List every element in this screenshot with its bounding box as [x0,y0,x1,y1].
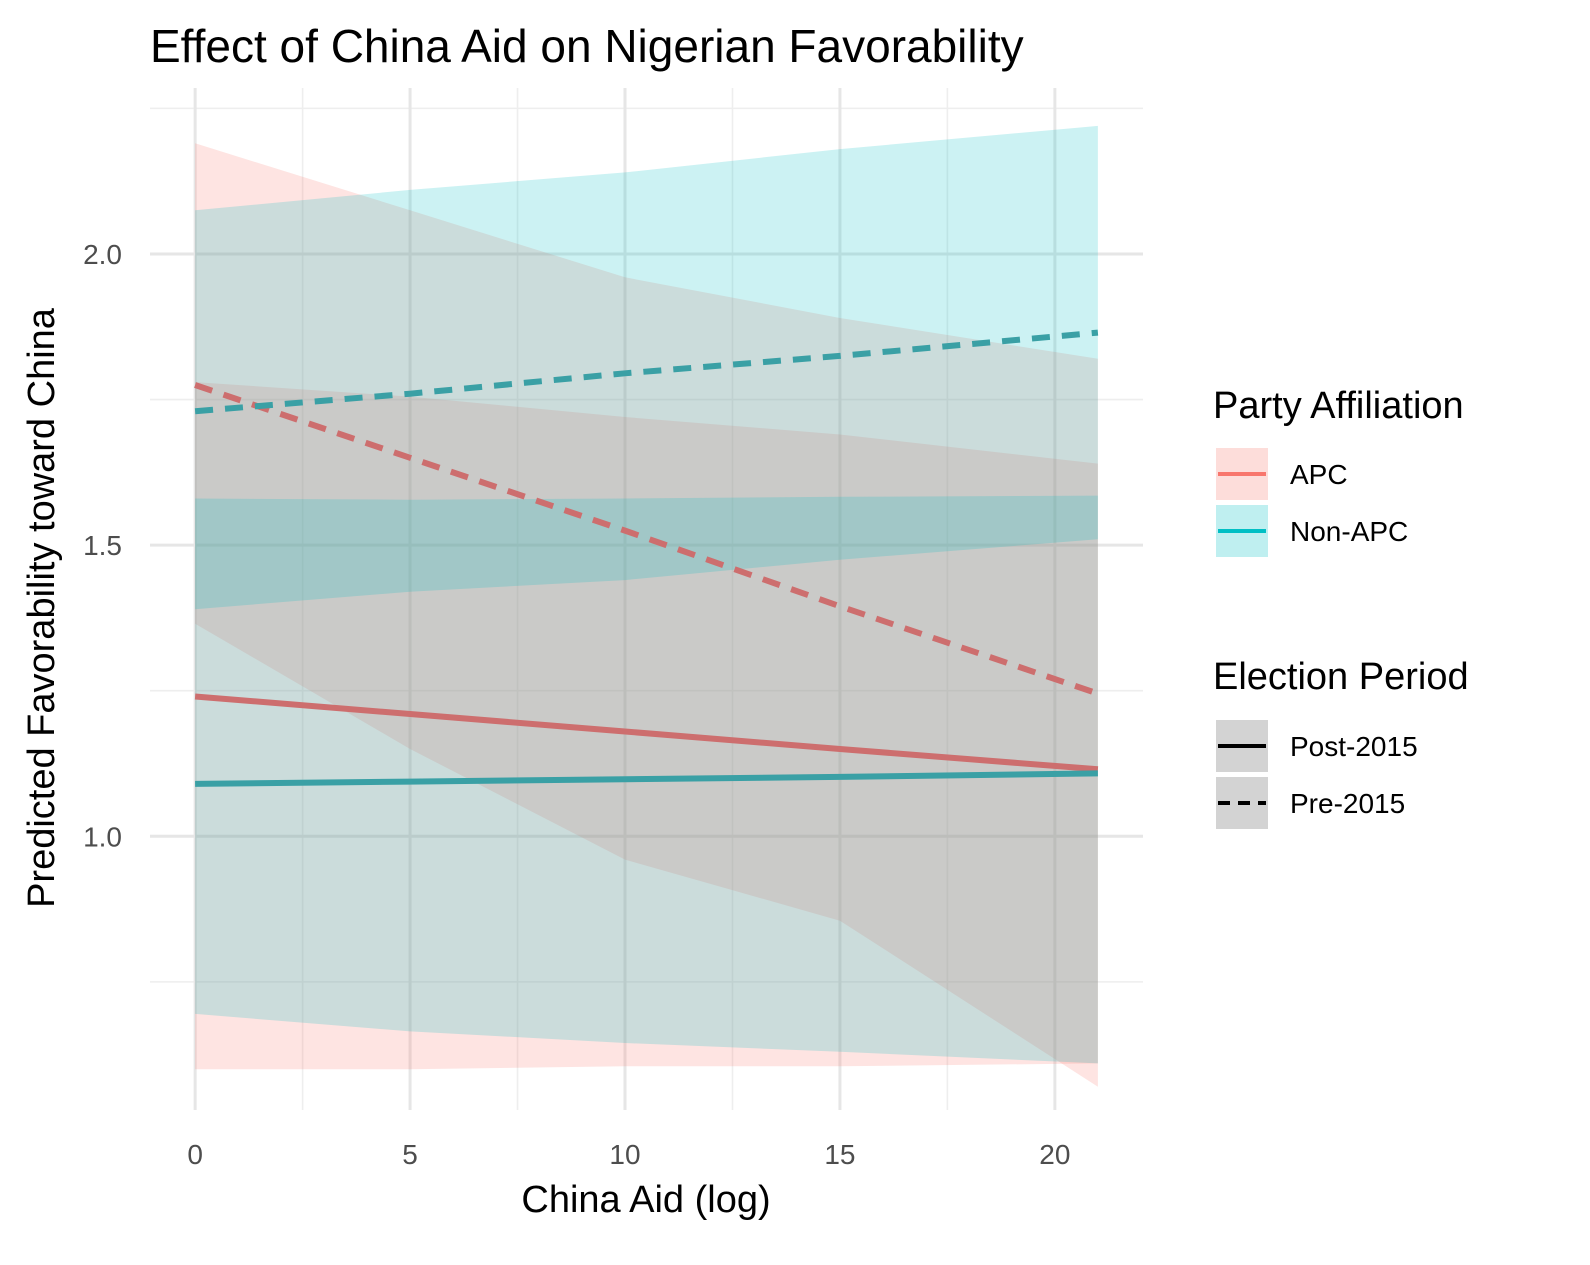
x-tick-label-2: 10 [609,1139,640,1170]
legend-title-party: Party Affiliation [1213,385,1464,427]
legend-label-pre-2015: Pre-2015 [1290,788,1405,819]
y-tick-label-1: 1.5 [83,530,122,561]
legend-item-apc: APC [1216,448,1348,500]
legend-item-pre-2015: Pre-2015 [1216,777,1405,829]
grid [150,88,1143,1110]
legend-label-post-2015: Post-2015 [1290,731,1418,762]
line-non-apc-post-2015 [195,770,1098,787]
ribbon-apc-pre-2015 [195,143,1098,1087]
x-tick-label-0: 0 [187,1139,203,1170]
y-axis-title: Predicted Favorability toward China [21,307,63,908]
legend-label-non-apc: Non-APC [1290,516,1408,547]
line-apc-post-2015 [194,693,1099,773]
confidence-ribbons [195,125,1098,1087]
line-non-apc-pre-2015 [194,329,1099,415]
series-lines [194,329,1099,787]
x-tick-label-4: 20 [1039,1139,1070,1170]
ribbon-apc-post-2015 [195,382,1098,1070]
legend-item-non-apc: Non-APC [1216,505,1408,557]
y-tick-label-0: 1.0 [83,821,122,852]
legend: Party Affiliation APC Non-APC Election P… [1213,385,1469,829]
x-tick-label-1: 5 [402,1139,418,1170]
chart-title: Effect of China Aid on Nigerian Favorabi… [150,20,1024,72]
x-axis-title: China Aid (log) [521,1179,770,1221]
y-axis-ticks: 1.0 1.5 2.0 [83,239,122,852]
x-tick-label-3: 15 [824,1139,855,1170]
y-tick-label-2: 2.0 [83,239,122,270]
legend-label-apc: APC [1290,459,1348,490]
legend-title-period: Election Period [1213,656,1469,698]
x-axis-ticks: 0 5 10 15 20 [187,1139,1070,1170]
legend-item-post-2015: Post-2015 [1216,720,1418,772]
ribbon-non-apc-pre-2015 [195,125,1098,610]
line-apc-pre-2015 [194,382,1099,697]
